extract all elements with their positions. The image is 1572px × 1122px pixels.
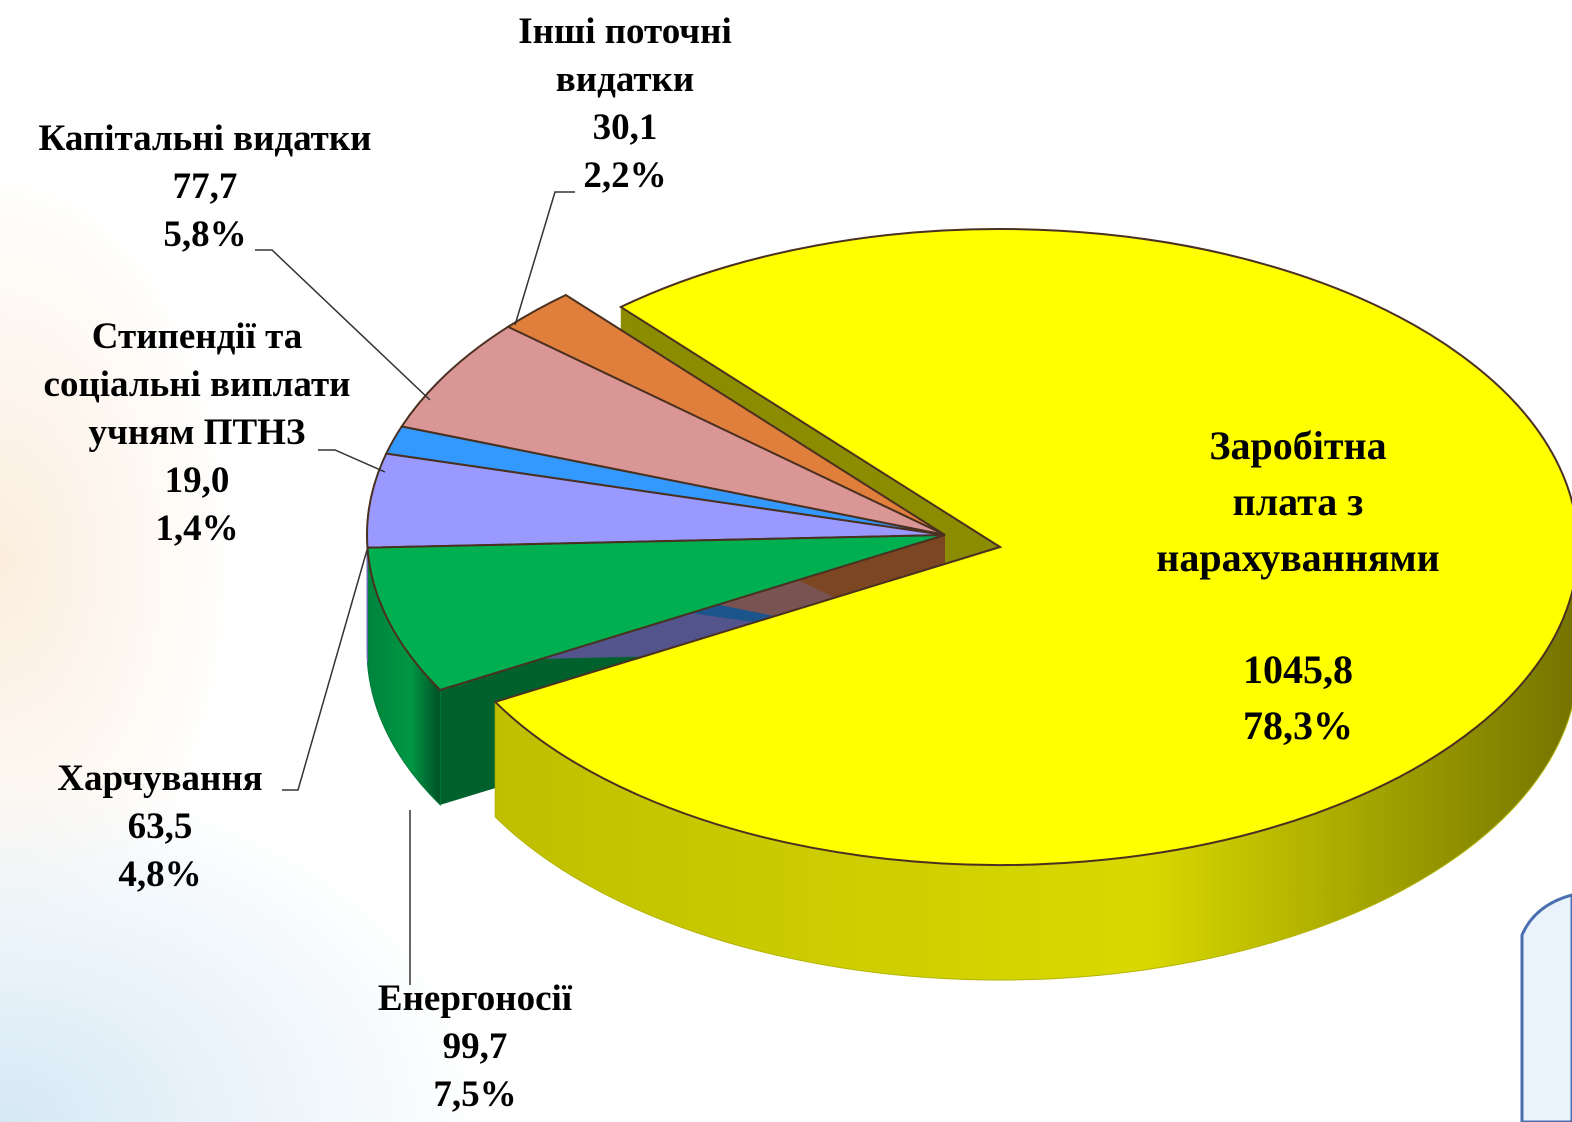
category-label: Інші поточні видатки xyxy=(518,11,732,100)
percent-label: 1,4% xyxy=(155,508,239,549)
category-label: Капітальні видатки xyxy=(38,118,372,159)
percent-label: 5,8% xyxy=(163,214,247,255)
category-label: Енергоносії xyxy=(377,978,573,1019)
leader-line xyxy=(318,449,386,473)
value-label: 30,1 xyxy=(592,107,658,148)
data-label: Енергоносії 99,7 7,5% xyxy=(378,975,572,1119)
slice xyxy=(493,228,1572,866)
leader-lines xyxy=(255,191,575,985)
leader-line xyxy=(514,191,575,326)
value-label: 19,0 xyxy=(164,460,230,501)
value-label: 63,5 xyxy=(127,806,193,847)
category-label: Заробітна плата з нарахуваннями xyxy=(1156,423,1440,580)
data-label: Стипендії та соціальні виплати учням ПТН… xyxy=(44,313,351,553)
value-label: 99,7 xyxy=(442,1026,508,1067)
percent-label: 7,5% xyxy=(433,1074,517,1115)
data-label: Заробітна плата з нарахуваннями 1045,8 78,… xyxy=(1156,418,1439,754)
value-label: 77,7 xyxy=(172,166,238,207)
slice xyxy=(366,452,946,549)
data-label: Інші поточні видатки 30,1 2,2% xyxy=(518,8,732,200)
category-label: Харчування xyxy=(57,758,263,799)
data-label: Харчування 63,5 4,8% xyxy=(57,755,262,899)
pie xyxy=(366,228,1572,981)
percent-label: 78,3% xyxy=(1243,703,1353,748)
percent-label: 4,8% xyxy=(118,854,202,895)
slice xyxy=(400,325,946,536)
data-label: Капітальні видатки 77,7 5,8% xyxy=(39,115,372,259)
leader-line xyxy=(255,249,431,401)
decor-box xyxy=(1520,893,1572,1122)
leader-line xyxy=(282,549,368,791)
slice xyxy=(366,534,946,692)
category-label: Стипендії та соціальні виплати учням ПТН… xyxy=(43,316,351,453)
percent-label: 2,2% xyxy=(583,155,667,196)
value-label: 1045,8 xyxy=(1243,647,1353,692)
